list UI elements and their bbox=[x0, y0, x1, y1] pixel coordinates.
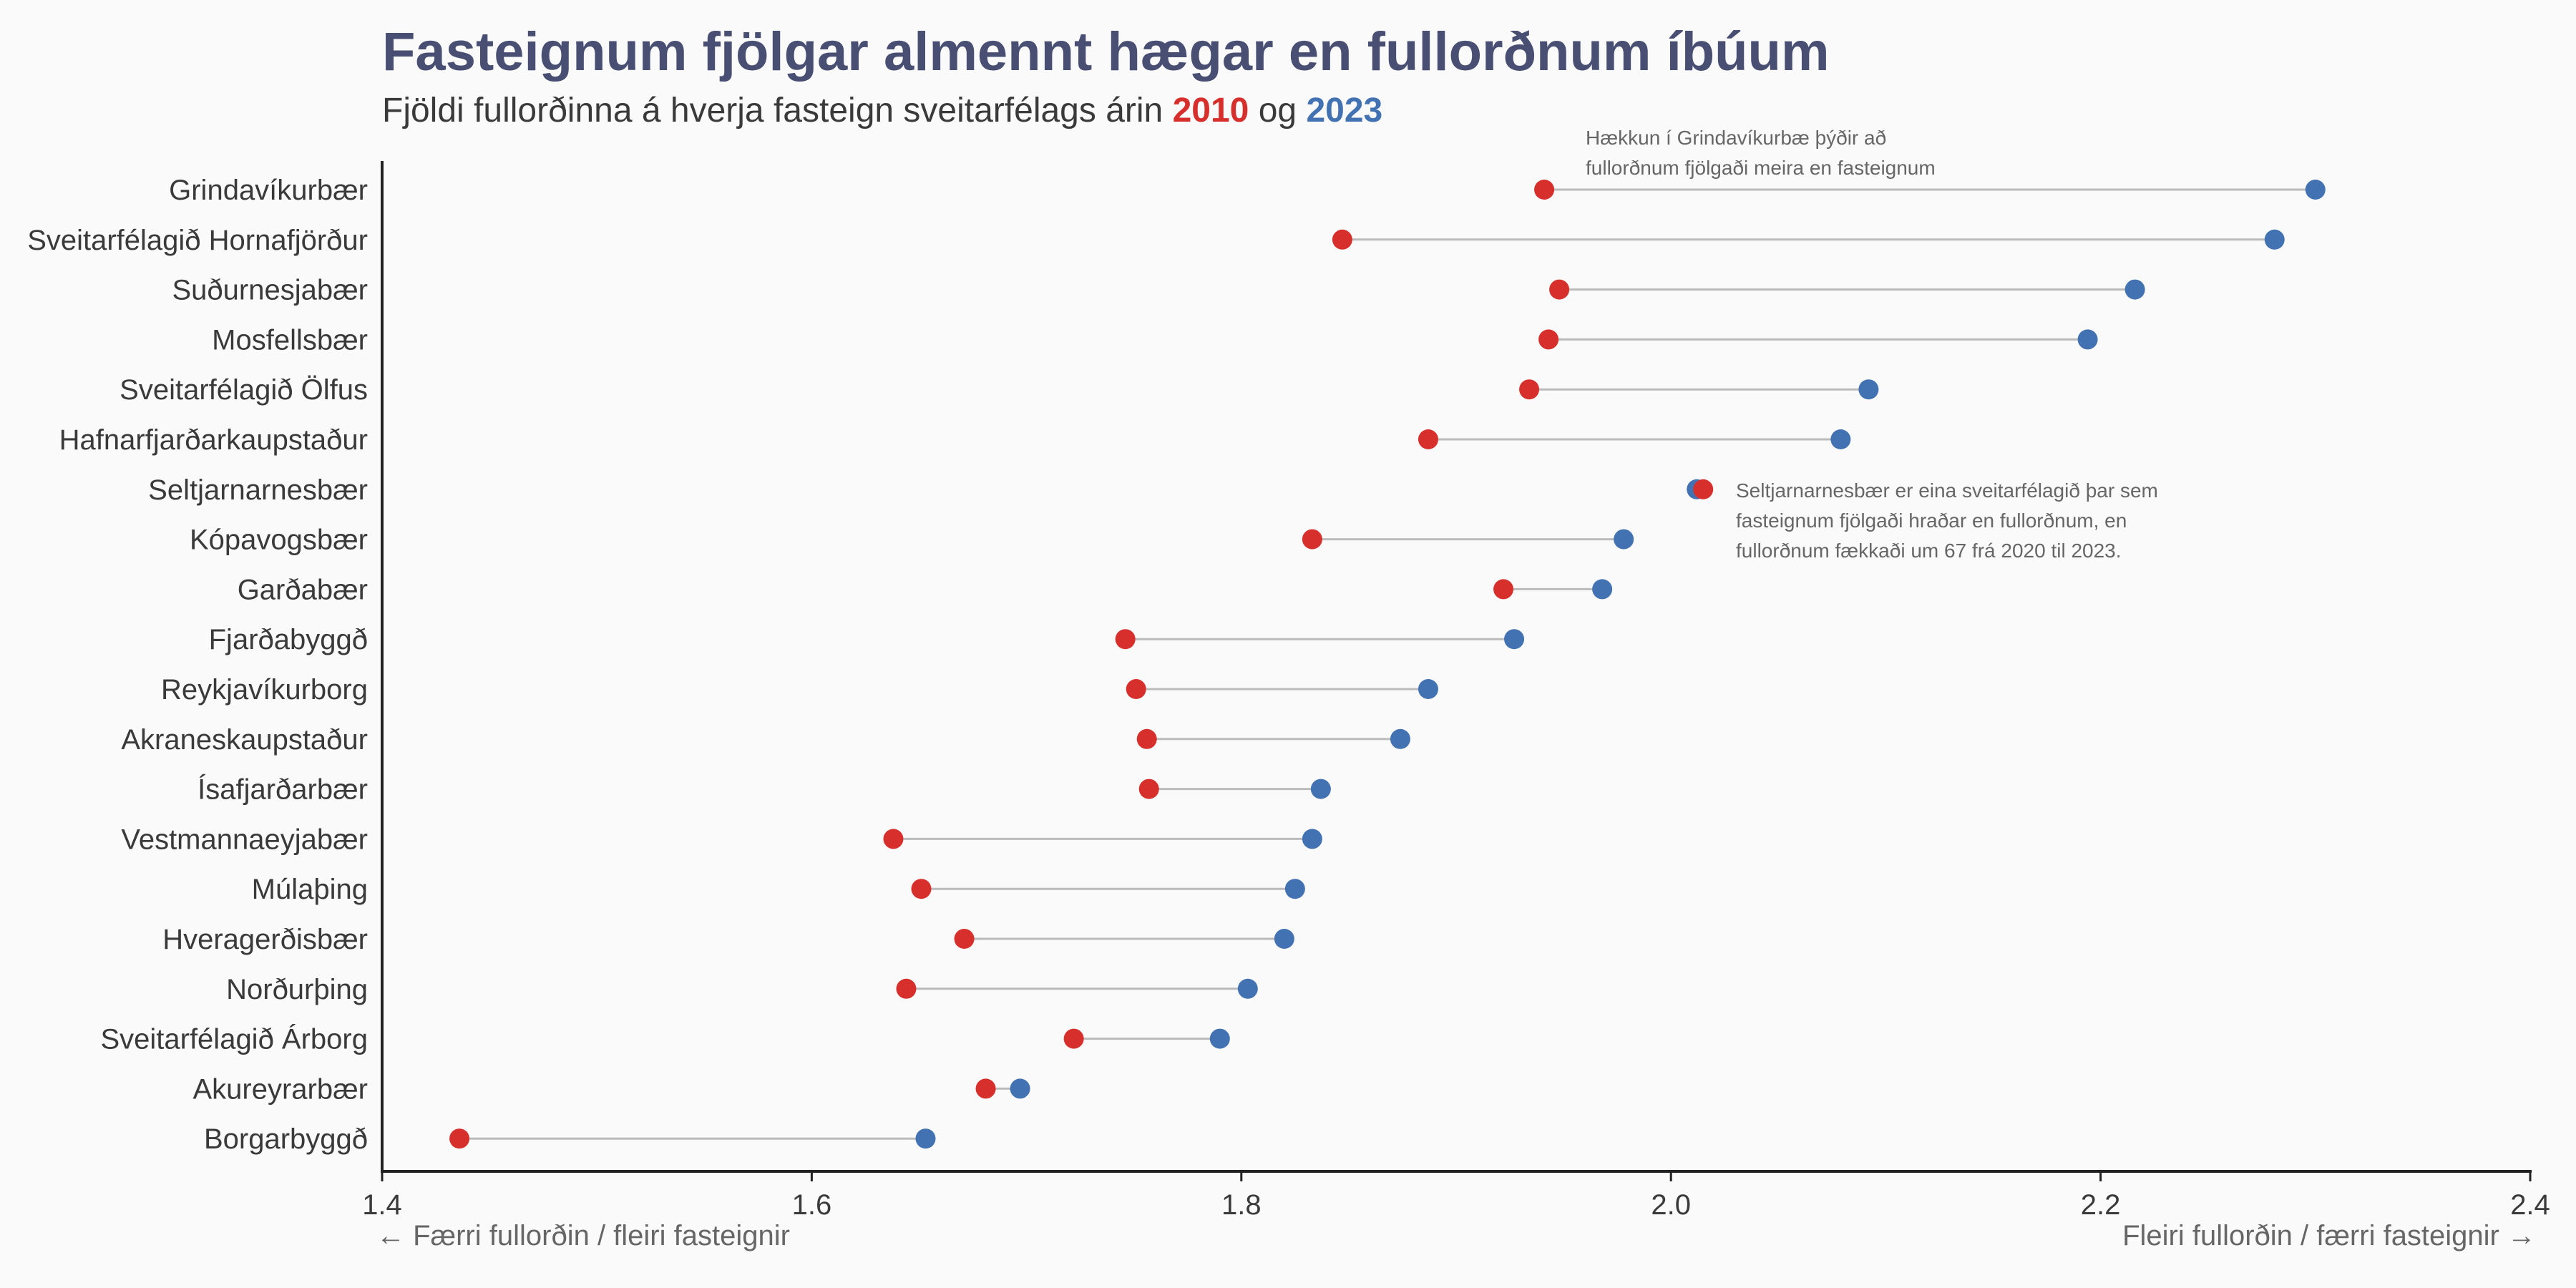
row-label: Sveitarfélagið Ölfus bbox=[119, 374, 368, 406]
chart-title: Fasteignum fjölgar almennt hægar en full… bbox=[382, 21, 1830, 82]
point-2010 bbox=[1519, 379, 1540, 400]
subtitle-year-2023: 2023 bbox=[1306, 92, 1382, 130]
row-label: Seltjarnarnesbær bbox=[148, 474, 368, 506]
point-2023 bbox=[1390, 728, 1410, 749]
point-2023 bbox=[1592, 579, 1613, 600]
row-label: Grindavíkurbær bbox=[169, 175, 368, 206]
point-2010 bbox=[883, 829, 904, 849]
point-2010 bbox=[1418, 429, 1438, 449]
row-label: Hafnarfjarðarkaupstaður bbox=[59, 424, 368, 456]
row-label: Akureyrarbær bbox=[192, 1073, 368, 1105]
point-2023 bbox=[1310, 779, 1331, 799]
row-label: Suðurnesjabær bbox=[172, 275, 369, 306]
annotation-line: Seltjarnarnesbær er eina sveitarfélagið … bbox=[1736, 479, 2158, 502]
point-2010 bbox=[1302, 529, 1322, 550]
point-2010 bbox=[1332, 229, 1352, 250]
point-2010 bbox=[1136, 728, 1157, 749]
annotation-grindavik: Hækkun í Grindavíkurbæ þýðir að fullorðnu… bbox=[1586, 127, 1936, 179]
annotation-line: Hækkun í Grindavíkurbæ þýðir að bbox=[1586, 127, 1886, 149]
plot-area: 1.4 1.6 1.8 2.0 2.2 2.4 Grindavíkurbær Sveitarf… bbox=[27, 127, 2550, 1221]
annotation-line: fullorðnum fjölgaði meira en fasteignum bbox=[1586, 157, 1936, 179]
row-label: Ísafjarðarbær bbox=[197, 774, 368, 806]
point-2023 bbox=[2077, 329, 2098, 350]
point-2010 bbox=[1126, 679, 1146, 699]
point-2010 bbox=[1534, 180, 1555, 200]
point-2023 bbox=[1209, 1028, 1230, 1049]
row-label: Reykjavíkurborg bbox=[161, 674, 368, 706]
point-2010 bbox=[1549, 279, 1570, 300]
point-2023 bbox=[915, 1128, 936, 1149]
x-tick-label: 2.2 bbox=[2081, 1189, 2121, 1221]
x-axis-label-left: ← Færri fullorðin / fleiri fasteignir bbox=[376, 1220, 790, 1252]
point-2010 bbox=[1063, 1028, 1084, 1049]
row-label: Garðabær bbox=[238, 574, 368, 605]
row-label: Múlaþing bbox=[252, 874, 368, 905]
point-2023 bbox=[2264, 229, 2285, 250]
point-2023 bbox=[2124, 279, 2145, 300]
x-tick-label: 1.6 bbox=[792, 1189, 832, 1221]
row-label: Akraneskaupstaður bbox=[121, 724, 368, 756]
point-2023 bbox=[1614, 529, 1634, 550]
point-2023 bbox=[1010, 1078, 1030, 1099]
row-label: Vestmannaeyjabær bbox=[121, 824, 368, 855]
row-label: Norðurþing bbox=[226, 974, 368, 1005]
point-2010 bbox=[911, 879, 932, 899]
x-axis-label-right: Fleiri fullorðin / færri fasteignir → bbox=[2122, 1220, 2536, 1252]
row-label: Sveitarfélagið Hornafjörður bbox=[27, 225, 368, 256]
point-2023 bbox=[1284, 879, 1305, 899]
point-2023 bbox=[1418, 679, 1438, 699]
x-tick-label: 2.4 bbox=[2510, 1189, 2550, 1221]
point-2023 bbox=[1858, 379, 1879, 400]
x-tick-label: 1.8 bbox=[1221, 1189, 1262, 1221]
row-label: Kópavogsbær bbox=[190, 525, 368, 556]
point-2010 bbox=[449, 1128, 470, 1149]
point-2010 bbox=[975, 1078, 996, 1099]
row-label: Fjarðabyggð bbox=[209, 624, 368, 655]
point-2010 bbox=[896, 978, 917, 999]
point-2010 bbox=[1493, 579, 1514, 600]
row-label: Hveragerðisbær bbox=[162, 924, 368, 955]
point-2023 bbox=[1237, 978, 1258, 999]
point-2010 bbox=[1115, 629, 1136, 650]
chart-subtitle: Fjöldi fullorðinna á hverja fasteign sve… bbox=[382, 92, 1382, 130]
row-label: Sveitarfélagið Árborg bbox=[100, 1023, 368, 1055]
point-2023 bbox=[1504, 629, 1525, 650]
point-2010 bbox=[1693, 479, 1714, 499]
point-2010 bbox=[1138, 779, 1159, 799]
point-2023 bbox=[2305, 180, 2326, 200]
point-2023 bbox=[1274, 929, 1294, 949]
subtitle-middle: og bbox=[1249, 92, 1306, 130]
x-tick-label: 2.0 bbox=[1651, 1189, 1691, 1221]
point-2023 bbox=[1830, 429, 1851, 449]
row-label: Mosfellsbær bbox=[212, 324, 368, 356]
x-tick-label: 1.4 bbox=[362, 1189, 402, 1221]
annotation-line: fullorðnum fækkaði um 67 frá 2020 til 20… bbox=[1736, 540, 2122, 562]
subtitle-prefix: Fjöldi fullorðinna á hverja fasteign sve… bbox=[382, 92, 1173, 130]
point-2010 bbox=[954, 929, 975, 949]
subtitle-year-2010: 2010 bbox=[1173, 92, 1249, 130]
row-label: Borgarbyggð bbox=[204, 1123, 368, 1155]
point-2023 bbox=[1302, 829, 1322, 849]
annotation-line: fasteignum fjölgaði hraðar en fullorðnum… bbox=[1736, 509, 2127, 532]
annotation-seltjarnarnes: Seltjarnarnesbær er eina sveitarfélagið … bbox=[1736, 479, 2158, 562]
point-2010 bbox=[1538, 329, 1559, 350]
